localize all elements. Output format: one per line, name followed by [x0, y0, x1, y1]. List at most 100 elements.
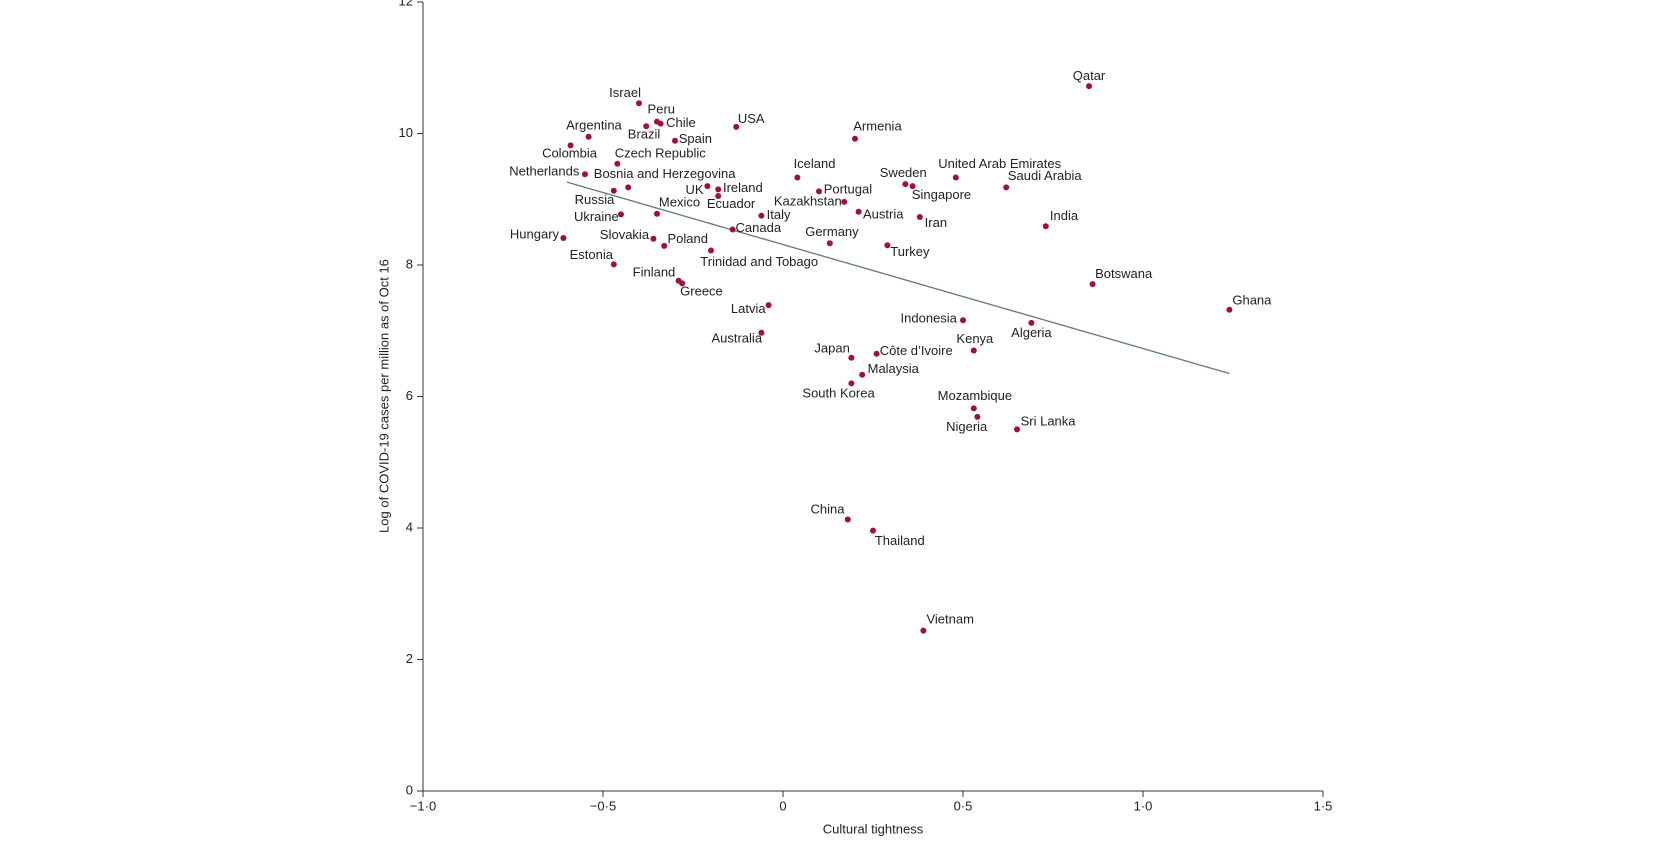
y-tick-label: 4 — [406, 519, 413, 534]
point — [636, 100, 642, 107]
point-label: Nigeria — [946, 419, 988, 434]
point-label: Iceland — [794, 156, 836, 171]
point-label: Vietnam — [926, 611, 973, 626]
point — [582, 171, 588, 178]
x-tick-label: 1·0 — [1134, 798, 1153, 813]
point — [643, 123, 650, 130]
point-label: Indonesia — [901, 311, 958, 326]
point — [884, 242, 891, 249]
point-label: Kazakhstan — [774, 193, 842, 208]
point-label: Peru — [648, 101, 675, 116]
point-label: Australia — [711, 331, 762, 346]
x-axis-label: Cultural tightness — [823, 821, 924, 836]
point-label: Iran — [925, 215, 947, 230]
point — [848, 380, 855, 387]
point — [733, 123, 740, 130]
point — [816, 188, 822, 195]
x-tick-label: 1·5 — [1314, 798, 1333, 813]
point-label: Portugal — [824, 182, 873, 197]
point — [902, 181, 909, 188]
point-label: Thailand — [875, 533, 925, 548]
point-label: Canada — [736, 220, 782, 235]
y-tick-label: 2 — [406, 651, 413, 666]
point — [1014, 426, 1020, 433]
point-label: Estonia — [570, 247, 614, 262]
point-label: Germany — [805, 224, 859, 239]
trend-line — [566, 181, 1230, 375]
point-label: Latvia — [731, 301, 766, 316]
point — [873, 350, 880, 357]
point — [715, 186, 722, 193]
point — [870, 527, 876, 534]
point — [585, 133, 592, 140]
point-label: Botswana — [1095, 266, 1153, 281]
point-label: Brazil — [628, 126, 661, 141]
point-label: Greece — [680, 283, 723, 298]
point — [758, 329, 765, 336]
point-label: China — [810, 501, 845, 516]
point — [960, 317, 966, 324]
point — [625, 184, 632, 191]
point-label: Mozambique — [938, 388, 1012, 403]
point — [610, 261, 617, 268]
point — [841, 198, 848, 205]
point-label: Malaysia — [868, 361, 920, 376]
point-label: Argentina — [566, 118, 622, 133]
point-label: Austria — [863, 206, 904, 221]
point-label: Ukraine — [574, 209, 619, 224]
point — [715, 192, 722, 199]
point-label: Bosnia and Herzegovina — [594, 166, 736, 181]
point-label: Côte d’Ivoire — [880, 343, 953, 358]
y-tick-label: 6 — [406, 388, 413, 403]
point — [1042, 223, 1049, 230]
point — [952, 174, 959, 181]
point-label: Poland — [668, 231, 708, 246]
point-label: Russia — [575, 192, 616, 207]
point — [1028, 319, 1035, 326]
y-tick-label: 12 — [399, 0, 413, 8]
point — [654, 210, 660, 217]
point — [909, 183, 916, 190]
point-label: India — [1050, 208, 1079, 223]
point — [844, 516, 851, 523]
point — [610, 187, 617, 194]
point — [970, 347, 977, 354]
point — [1003, 184, 1010, 191]
point — [618, 211, 624, 218]
point — [974, 413, 981, 420]
point-label: Singapore — [912, 187, 971, 202]
point — [848, 354, 855, 361]
point-label: Colombia — [542, 145, 598, 160]
point-label: South Korea — [802, 385, 875, 400]
point — [650, 235, 657, 242]
point — [1226, 306, 1233, 313]
x-tick-label: 0·5 — [954, 798, 973, 813]
point — [661, 242, 668, 249]
point-label: Israel — [609, 85, 641, 100]
point-label: Sri Lanka — [1021, 413, 1077, 428]
point — [672, 137, 678, 144]
x-tick-label: −1·0 — [410, 798, 436, 813]
y-axis-label: Log of COVID-19 cases per million as of … — [376, 259, 391, 533]
point — [916, 214, 923, 221]
point — [794, 174, 801, 181]
point-label: Sweden — [880, 165, 927, 180]
point-label: Turkey — [890, 244, 930, 259]
point — [920, 627, 927, 634]
y-tick-label: 10 — [399, 125, 413, 140]
point — [758, 212, 765, 219]
point — [704, 183, 711, 190]
point-label: Kenya — [956, 331, 994, 346]
point-label: United Arab Emirates — [938, 156, 1061, 171]
point — [1086, 83, 1092, 90]
point-label: USA — [738, 111, 765, 126]
point-label: Netherlands — [509, 164, 580, 179]
point-label: Hungary — [510, 226, 560, 241]
point-label: Japan — [814, 341, 849, 356]
point — [567, 142, 574, 149]
point — [859, 371, 866, 378]
point-label: Slovakia — [600, 227, 650, 242]
point-label: Ecuador — [707, 196, 756, 211]
point-label: Ghana — [1232, 293, 1272, 308]
point — [614, 160, 621, 167]
